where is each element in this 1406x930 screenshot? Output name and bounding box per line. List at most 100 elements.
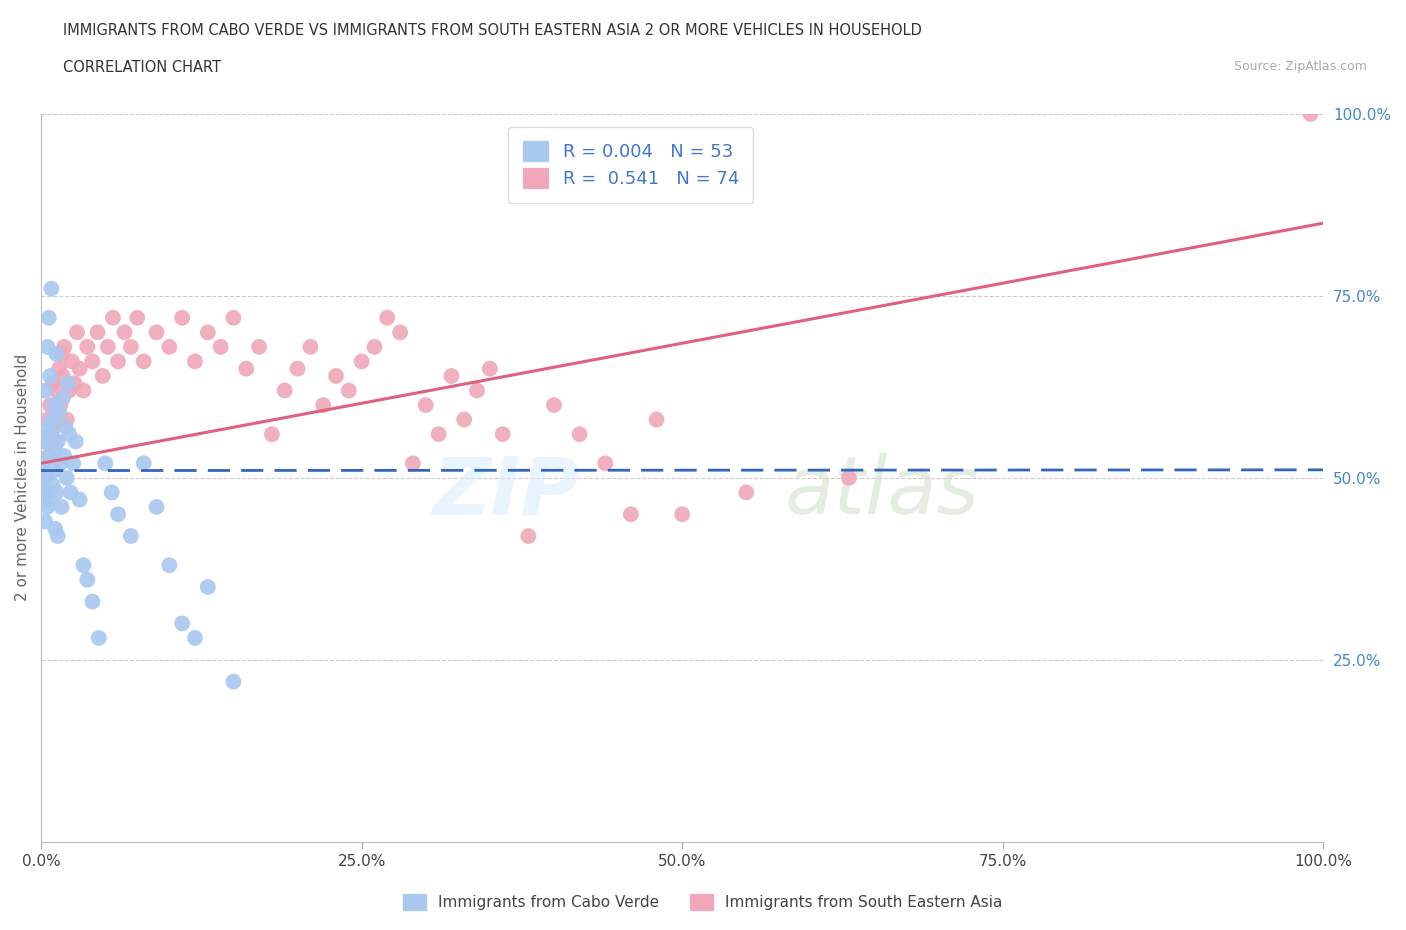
Point (172, 616, 194, 631)
Point (184, 354, 207, 369)
Point (48, 405, 70, 419)
Point (101, 311, 124, 325)
Point (35, 485, 58, 499)
Point (41, 427, 63, 442)
Point (51, 499, 73, 514)
Point (45, 347, 67, 362)
Point (39, 368, 62, 383)
Y-axis label: 2 or more Vehicles in Household: 2 or more Vehicles in Household (15, 354, 30, 602)
Point (363, 339, 385, 354)
Point (389, 325, 412, 339)
Point (120, 339, 142, 354)
Point (145, 499, 167, 514)
Point (247, 339, 270, 354)
Point (157, 558, 180, 573)
Point (107, 507, 129, 522)
Point (132, 354, 155, 369)
Point (32, 485, 55, 499)
Point (299, 339, 322, 354)
Point (517, 528, 540, 543)
Point (37, 412, 59, 427)
Point (325, 368, 347, 383)
Point (35, 471, 58, 485)
Point (39, 398, 62, 413)
Legend: Immigrants from Cabo Verde, Immigrants from South Eastern Asia: Immigrants from Cabo Verde, Immigrants f… (395, 886, 1011, 918)
Point (35, 419, 58, 434)
Point (453, 412, 475, 427)
Point (427, 427, 450, 442)
Point (34, 434, 56, 449)
Point (32, 471, 55, 485)
Point (132, 456, 155, 471)
Point (41, 412, 63, 427)
Point (41, 281, 63, 296)
Point (568, 427, 591, 442)
Point (44, 442, 66, 457)
Point (38, 448, 60, 463)
Point (34, 514, 56, 529)
Point (465, 383, 488, 398)
Point (72, 383, 94, 398)
Point (41, 478, 63, 493)
Point (46, 412, 69, 427)
Point (197, 325, 219, 339)
Point (82, 354, 104, 369)
Point (41, 427, 63, 442)
Point (620, 507, 643, 522)
Point (76, 572, 98, 587)
Point (49, 456, 72, 471)
Point (838, 471, 860, 485)
Point (39, 492, 62, 507)
Point (287, 361, 309, 376)
Point (260, 427, 283, 442)
Point (209, 339, 232, 354)
Point (31, 456, 53, 471)
Point (48, 361, 70, 376)
Point (55, 471, 77, 485)
Text: Source: ZipAtlas.com: Source: ZipAtlas.com (1233, 60, 1367, 73)
Point (69, 492, 91, 507)
Point (107, 354, 129, 369)
Point (32, 434, 55, 449)
Point (31, 456, 53, 471)
Point (222, 311, 245, 325)
Point (46, 528, 69, 543)
Point (120, 528, 142, 543)
Point (127, 311, 149, 325)
Point (312, 398, 335, 413)
Point (222, 674, 245, 689)
Point (72, 558, 94, 573)
Point (145, 325, 167, 339)
Point (42, 463, 65, 478)
Point (63, 376, 86, 391)
Point (34, 383, 56, 398)
Point (46, 434, 69, 449)
Point (44, 434, 66, 449)
Point (41, 376, 63, 391)
Point (86, 325, 108, 339)
Point (37, 499, 59, 514)
Point (274, 383, 297, 398)
Point (45, 383, 67, 398)
Point (37, 339, 59, 354)
Point (645, 412, 668, 427)
Point (60, 354, 83, 369)
Point (478, 361, 501, 376)
Point (492, 427, 515, 442)
Point (65, 434, 87, 449)
Point (58, 427, 80, 442)
Point (45, 485, 67, 499)
Point (59, 485, 82, 499)
Point (337, 383, 360, 398)
Point (440, 368, 463, 383)
Point (1299, 107, 1322, 122)
Point (38, 311, 60, 325)
Point (671, 507, 693, 522)
Point (49, 398, 72, 413)
Point (94, 456, 117, 471)
Point (56, 376, 79, 391)
Point (97, 339, 120, 354)
Point (197, 579, 219, 594)
Point (82, 594, 104, 609)
Point (42, 398, 65, 413)
